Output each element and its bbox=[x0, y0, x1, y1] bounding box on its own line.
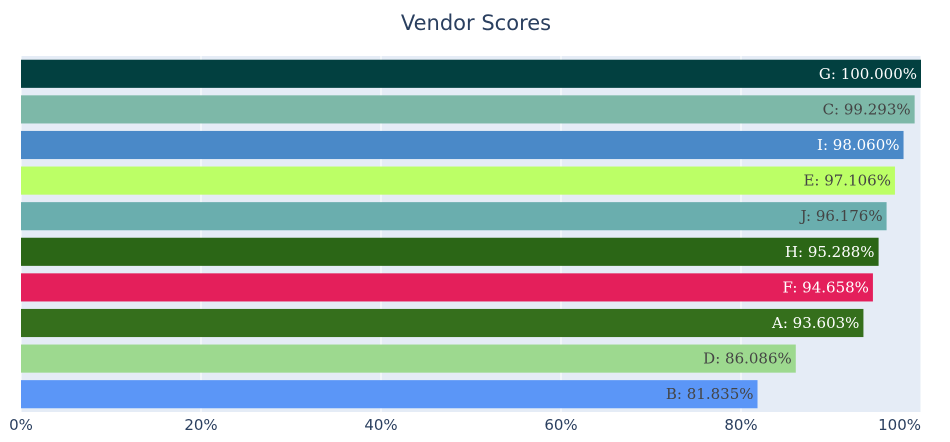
bar-label-c: C: 99.293% bbox=[823, 100, 911, 118]
bar-d bbox=[21, 344, 796, 373]
bar-label-b: B: 81.835% bbox=[666, 385, 754, 403]
bar-label-h: H: 95.288% bbox=[785, 243, 875, 261]
bar-label-i: I: 98.060% bbox=[817, 136, 900, 154]
bar-label-f: F: 94.658% bbox=[782, 278, 868, 296]
bar-label-d: D: 86.086% bbox=[703, 350, 792, 368]
x-axis-ticks: 0% 20% 40% 60% 80% 100% bbox=[9, 416, 921, 434]
bar-i bbox=[21, 130, 904, 160]
x-tick-label: 40% bbox=[364, 416, 397, 434]
bar-label-e: E: 97.106% bbox=[803, 172, 891, 190]
bar-label-j: J: 96.176% bbox=[799, 207, 883, 225]
bar-labels: G: 100.000% C: 99.293% I: 98.060% E: 97.106… bbox=[666, 65, 917, 403]
bar-h bbox=[21, 237, 879, 266]
x-tick-label: 20% bbox=[184, 416, 217, 434]
bar-f bbox=[21, 273, 873, 302]
bar-label-g: G: 100.000% bbox=[819, 65, 917, 83]
bar-a bbox=[21, 308, 864, 338]
x-tick-label: 0% bbox=[9, 416, 33, 434]
x-tick-label: 100% bbox=[878, 416, 921, 434]
bar-j bbox=[21, 202, 887, 231]
chart-title: Vendor Scores bbox=[401, 11, 551, 35]
bar-b bbox=[21, 380, 758, 409]
x-tick-label: 60% bbox=[544, 416, 577, 434]
bar-c bbox=[21, 95, 915, 124]
x-tick-label: 80% bbox=[724, 416, 757, 434]
bar-g bbox=[21, 59, 921, 88]
bar-label-a: A: 93.603% bbox=[771, 314, 859, 332]
bars bbox=[21, 59, 921, 409]
bar-e bbox=[21, 166, 895, 195]
